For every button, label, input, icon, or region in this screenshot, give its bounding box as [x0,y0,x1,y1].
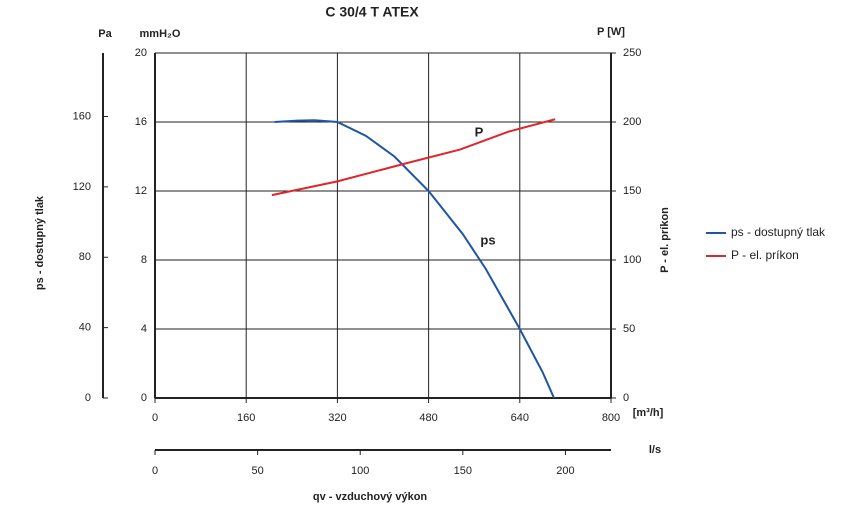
y2-label: P - el. príkon [659,207,671,273]
pa-tick-label: 0 [85,392,91,404]
y-unit: mmH₂O [140,28,181,40]
legend-label: P - el. príkon [731,248,799,262]
y-tick-label: 0 [141,392,147,404]
x-tick-label: 640 [511,412,529,424]
y2-unit: P [W] [597,26,625,38]
y2-tick-label: 50 [623,323,635,335]
x2-tick-label: 0 [152,465,158,477]
chart-title: C 30/4 T ATEX [325,4,419,20]
y-tick-label: 20 [135,47,147,59]
annotation: P [475,124,484,139]
x2-tick-label: 50 [251,465,263,477]
y-tick-label: 16 [135,116,147,128]
x-tick-label: 160 [237,412,255,424]
pa-tick-label: 120 [73,181,91,193]
y-tick-label: 4 [141,323,147,335]
pa-tick-label: 80 [79,251,91,263]
x2-unit: l/s [649,444,661,456]
y-tick-label: 12 [135,185,147,197]
x-tick-label: 0 [152,412,158,424]
x-tick-label: 800 [602,412,620,424]
x-tick-label: 320 [328,412,346,424]
x2-tick-label: 150 [454,465,472,477]
y2-tick-label: 100 [623,254,641,266]
x2-tick-label: 200 [556,465,574,477]
x-unit: [m³/h] [633,407,664,419]
pa-tick-label: 40 [79,322,91,334]
y2-tick-label: 200 [623,116,641,128]
y2-tick-label: 0 [623,392,629,404]
series-line [271,118,556,197]
y2-tick-label: 250 [623,47,641,59]
y2-tick-label: 150 [623,185,641,197]
legend-label: ps - dostupný tlak [731,225,826,239]
y-tick-label: 8 [141,254,147,266]
x-label: qv - vzduchový výkon [313,491,428,503]
pa-unit: Pa [98,28,112,40]
x2-tick-label: 100 [351,465,369,477]
annotation: ps [480,232,495,247]
x-tick-label: 480 [419,412,437,424]
pa-label: ps - dostupný tlak [34,195,46,290]
series-line [274,119,555,399]
pa-tick-label: 160 [73,110,91,122]
